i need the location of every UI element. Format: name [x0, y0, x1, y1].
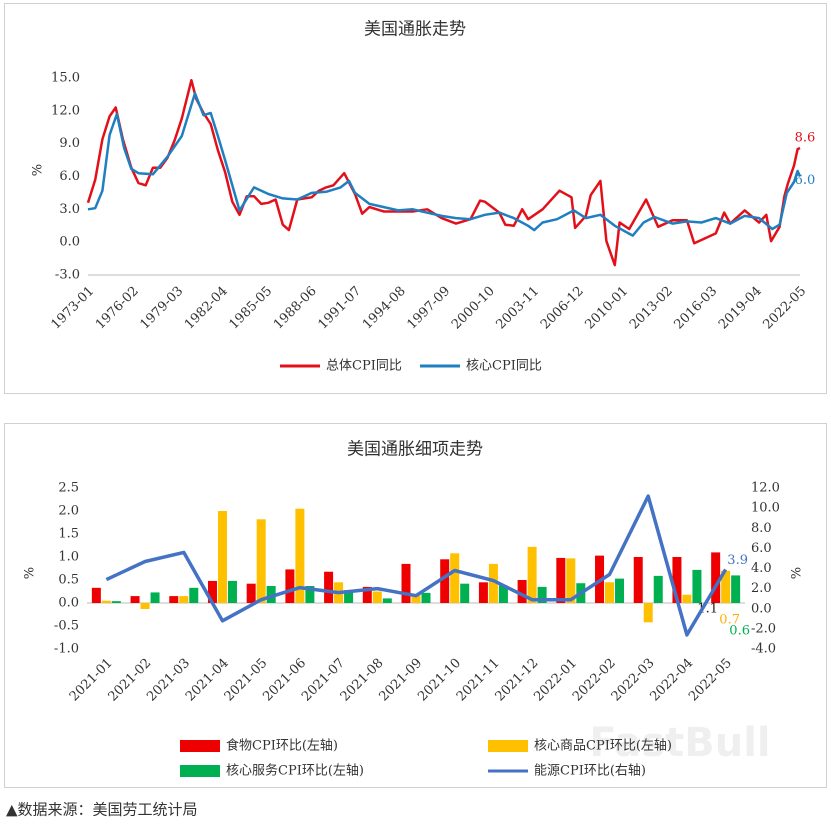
- bar: [460, 583, 470, 603]
- bar: [633, 557, 643, 603]
- end-label: 8.6: [795, 131, 816, 146]
- line-series: [105, 494, 728, 637]
- legend-marker: [180, 740, 220, 752]
- bar: [227, 580, 237, 603]
- data-label: 0.6: [729, 624, 750, 639]
- legend-label: 核心CPI同比: [466, 359, 542, 374]
- bar: [207, 580, 217, 603]
- bar: [111, 601, 121, 603]
- bar: [179, 596, 189, 603]
- end-label: 6.0: [795, 173, 816, 188]
- bar: [672, 557, 682, 603]
- y2-tick-label: 2.0: [751, 581, 772, 596]
- bar: [344, 590, 354, 603]
- bar: [692, 569, 702, 603]
- bar: [478, 582, 488, 603]
- y-tick-label: 1.5: [58, 527, 79, 542]
- y2-tick-label: 10.0: [751, 501, 780, 516]
- bar: [295, 508, 305, 603]
- y-tick-label: 3.0: [59, 202, 80, 217]
- y2-tick-label: 0.0: [751, 601, 772, 616]
- y-tick-label: 1.0: [58, 550, 79, 565]
- y-tick-label: 6.0: [59, 169, 80, 184]
- bar: [615, 578, 625, 603]
- bar: [285, 569, 295, 603]
- bar: [305, 585, 315, 603]
- legend-label: 食物CPI环比(左轴): [226, 738, 338, 754]
- bar: [517, 580, 527, 603]
- bar: [246, 583, 256, 603]
- bar: [256, 519, 266, 603]
- legend-label: 总体CPI同比: [326, 359, 402, 374]
- bar: [498, 585, 508, 603]
- bar: [217, 511, 227, 603]
- bar: [91, 587, 101, 603]
- bar: [401, 563, 411, 603]
- bar: [643, 603, 653, 623]
- y2-tick-label: -2.0: [751, 621, 776, 636]
- bar: [440, 559, 450, 603]
- bar: [362, 586, 372, 603]
- y-tick-label: -3.0: [55, 268, 80, 283]
- line-series: [87, 92, 802, 237]
- y-tick-label: 2.0: [58, 504, 79, 519]
- y-tick-label: 15.0: [51, 71, 80, 86]
- legend-label: 核心商品CPI环比(左轴): [534, 739, 672, 754]
- y-tick-label: 0.0: [58, 596, 79, 611]
- bar: [527, 546, 537, 603]
- y2-tick-label: 8.0: [751, 521, 772, 536]
- chart-title: 美国通胀走势: [364, 20, 466, 40]
- y-tick-label: 0.0: [59, 235, 80, 250]
- chart-frame: [4, 3, 827, 394]
- legend-label: 核心服务CPI环比(左轴): [226, 763, 364, 779]
- y2-tick-label: -4.0: [751, 642, 776, 657]
- y2-tick-label: 4.0: [751, 561, 772, 576]
- y2-tick-label: 12.0: [751, 481, 780, 496]
- bar: [653, 575, 663, 603]
- legend-label: 能源CPI环比(右轴): [534, 764, 646, 779]
- bar: [382, 598, 392, 603]
- bar: [682, 594, 692, 603]
- bar: [130, 596, 140, 603]
- y-tick-label: 12.0: [51, 103, 80, 118]
- bar: [537, 586, 547, 603]
- y-tick-label: 9.0: [59, 136, 80, 151]
- y-tick-label: 2.5: [58, 481, 79, 496]
- bar: [731, 575, 741, 603]
- source-note: ▲数据来源：美国劳工统计局: [6, 801, 198, 819]
- bar: [488, 563, 498, 603]
- line-series: [86, 78, 801, 267]
- y2-tick-label: 6.0: [751, 541, 772, 556]
- bar: [411, 593, 421, 603]
- y-axis-label: %: [31, 164, 46, 176]
- bar: [721, 570, 731, 603]
- y-tick-label: -1.0: [54, 642, 79, 657]
- bar: [324, 571, 334, 603]
- bar: [150, 592, 160, 603]
- legend-marker: [180, 765, 220, 777]
- bar: [140, 603, 150, 609]
- y-axis-label: %: [23, 567, 38, 579]
- bar: [556, 557, 566, 603]
- data-label: 3.9: [727, 553, 748, 568]
- watermark: FastBull: [589, 720, 770, 766]
- bar: [266, 585, 276, 603]
- y-tick-label: 0.5: [58, 573, 79, 588]
- legend-marker: [488, 740, 528, 752]
- bar: [566, 558, 576, 603]
- bar: [421, 592, 431, 603]
- chart-title: 美国通胀细项走势: [347, 440, 483, 460]
- bar: [450, 553, 460, 603]
- y-tick-label: -0.5: [54, 619, 79, 634]
- data-label: 0.7: [719, 613, 740, 628]
- bar: [711, 552, 721, 603]
- bar: [189, 587, 199, 603]
- bar: [169, 596, 179, 603]
- bar: [605, 582, 615, 603]
- bar: [101, 600, 111, 603]
- bar: [372, 591, 382, 603]
- y2-axis-label: %: [790, 567, 805, 579]
